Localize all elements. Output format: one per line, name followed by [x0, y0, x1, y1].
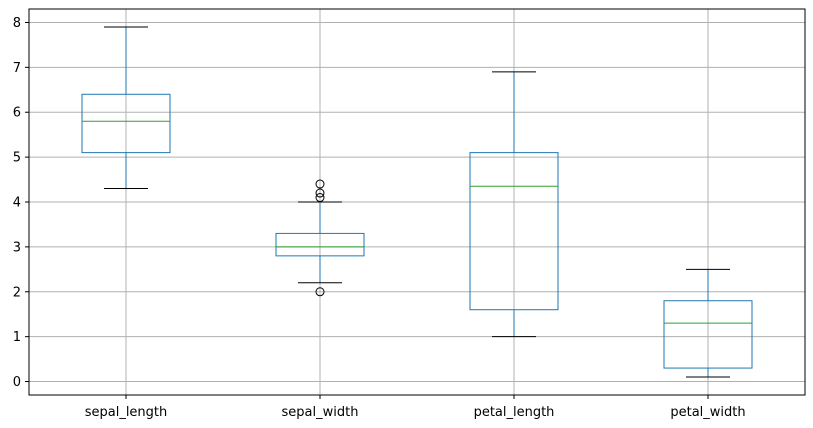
y-tick-label: 6: [13, 106, 21, 121]
box-sepal-length: [81, 26, 171, 190]
grid: [29, 9, 805, 395]
x-tick-label: sepal_width: [282, 405, 359, 420]
box-iqr: [81, 93, 171, 154]
y-tick-label: 7: [13, 61, 21, 76]
y-tick-label: 3: [13, 240, 21, 255]
x-tick-label: petal_width: [670, 405, 745, 420]
y-tick-label: 8: [13, 16, 21, 31]
box-petal-width: [663, 268, 753, 378]
box-sepal-width: [275, 179, 365, 297]
outlier-point: [315, 188, 325, 198]
y-tick-label: 2: [13, 285, 21, 300]
outlier-point: [315, 287, 325, 297]
box-iqr: [275, 232, 365, 257]
boxes: [81, 26, 753, 378]
y-tick-label: 1: [13, 330, 21, 345]
axes: 0 1 2 3 4 5 6 7 8 sepal_length sepal_width petal_le…: [13, 16, 746, 420]
y-tick-label: 5: [13, 151, 21, 166]
box-iqr: [663, 300, 753, 369]
box-petal-length: [469, 71, 559, 338]
box-iqr: [469, 152, 559, 311]
outlier-point: [315, 179, 325, 189]
x-tick-label: petal_length: [474, 405, 555, 420]
outlier-point: [315, 193, 325, 203]
x-tick-label: sepal_length: [85, 405, 168, 420]
y-tick-label: 0: [13, 375, 21, 390]
y-tick-label: 4: [13, 196, 21, 211]
